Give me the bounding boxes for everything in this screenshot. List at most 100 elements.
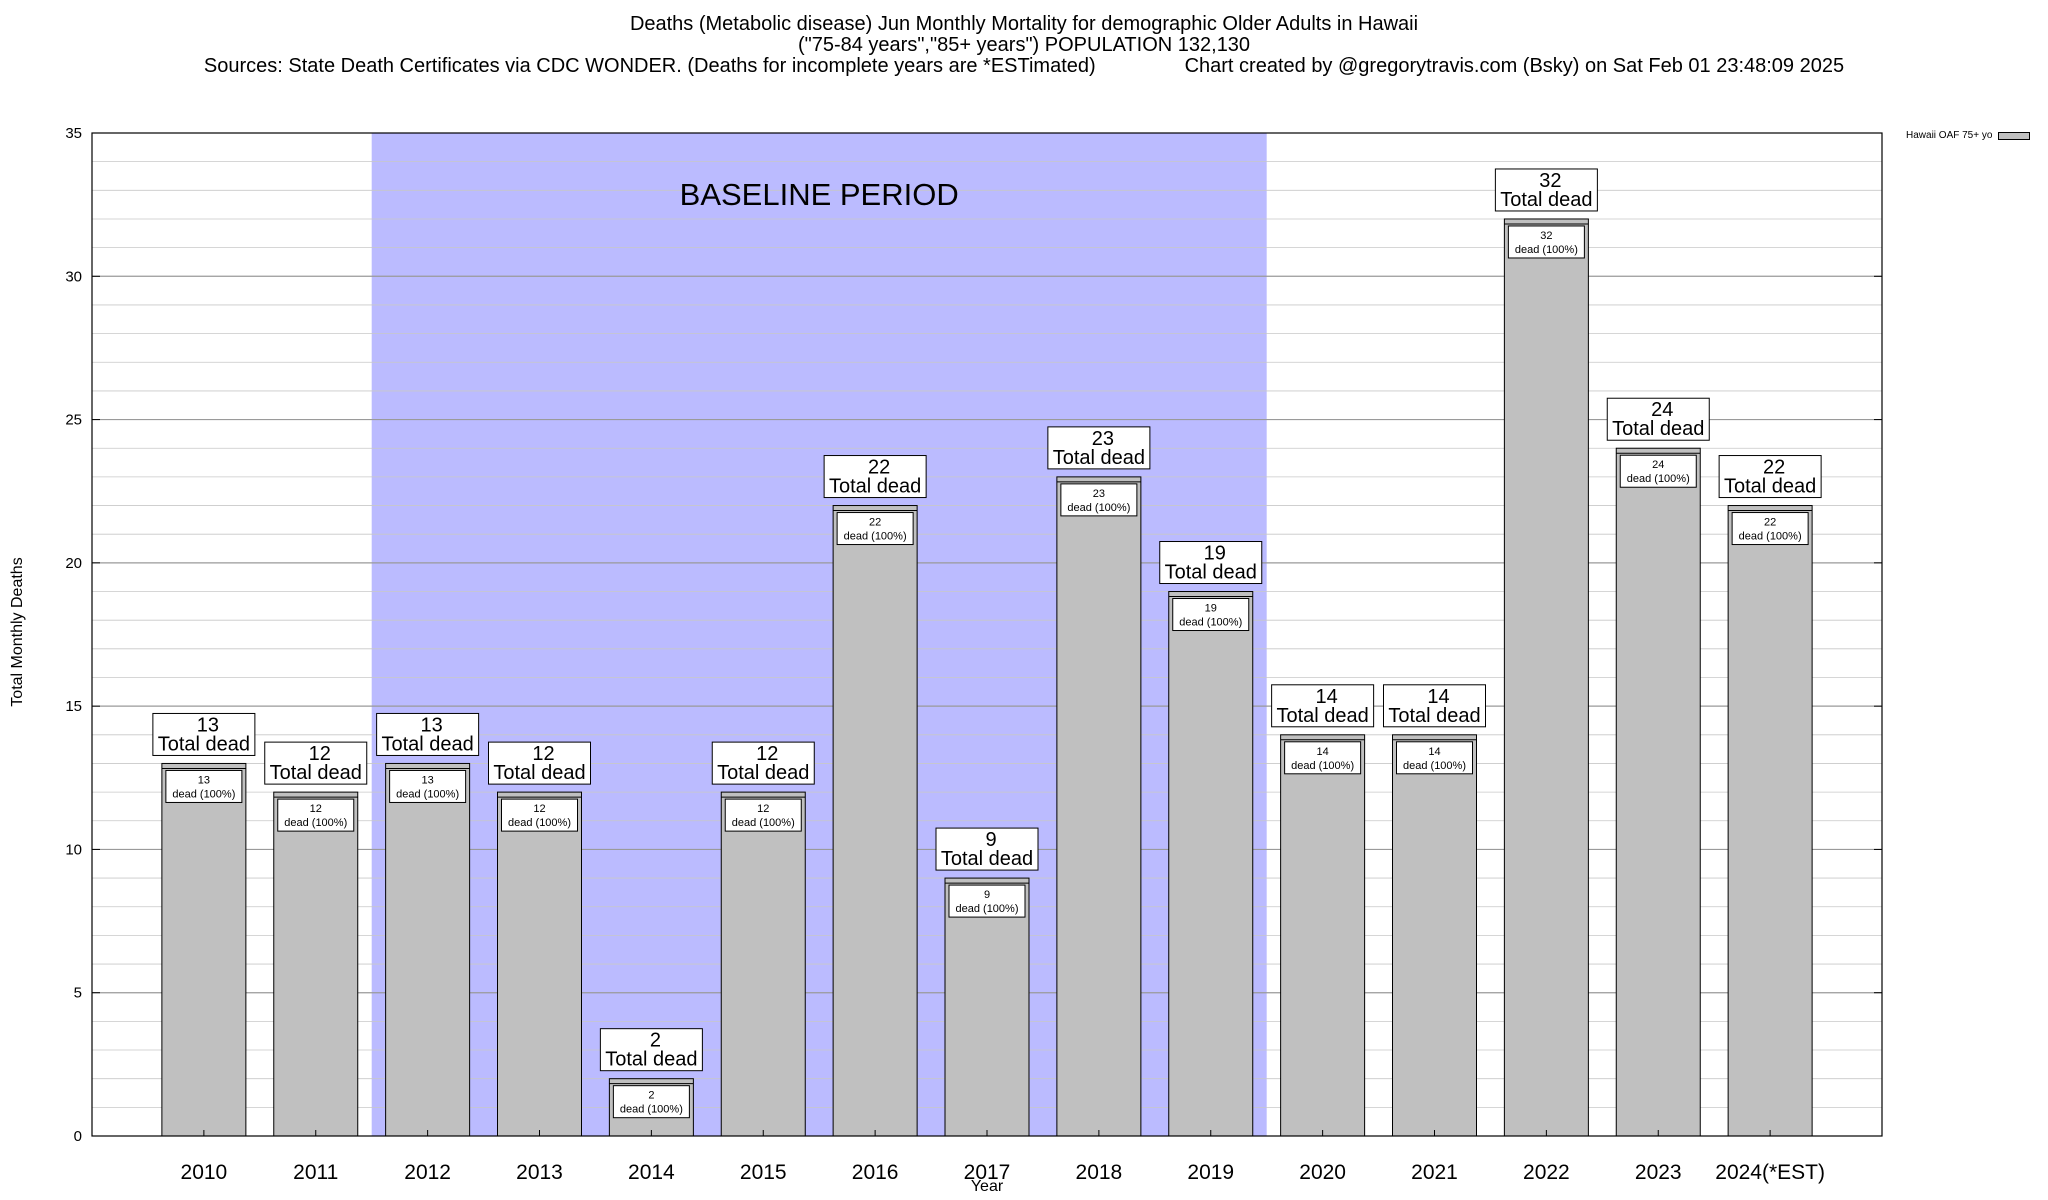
x-tick-label: 2024(*EST) — [1715, 1161, 1825, 1184]
inner-label-text: dead (100%) — [1403, 760, 1466, 772]
inner-label-box — [612, 1085, 690, 1119]
x-tick-label: 2022 — [1523, 1161, 1570, 1184]
bar-2016 — [832, 505, 918, 1137]
y-tick-label: 35 — [65, 125, 82, 142]
total-label-value: 24 — [1651, 399, 1673, 421]
total-label-text: Total dead — [941, 848, 1033, 870]
total-label-text: Total dead — [1612, 418, 1704, 440]
bar-2021 — [1392, 734, 1477, 1137]
total-label-text: Total dead — [381, 733, 473, 755]
bar-2015 — [720, 791, 806, 1137]
total-label-value: 22 — [868, 457, 890, 479]
inner-label-text: dead (100%) — [956, 903, 1019, 915]
bar-2010 — [161, 762, 247, 1137]
bar-2019 — [1168, 591, 1254, 1137]
inner-label-text: dead (100%) — [1739, 531, 1802, 543]
inner-label-text: dead (100%) — [1179, 617, 1242, 629]
bar-2012 — [385, 762, 471, 1137]
inner-label-box — [277, 798, 355, 832]
inner-label-text: dead (100%) — [1291, 760, 1354, 772]
legend-label: Hawaii OAF 75+ yo — [1906, 130, 1993, 141]
inner-label-box — [1396, 741, 1473, 775]
inner-label-value: 14 — [1317, 746, 1329, 758]
y-tick-label: 10 — [65, 841, 82, 858]
total-label-value: 19 — [1204, 543, 1226, 565]
total-label-value: 13 — [421, 714, 443, 736]
inner-label-box — [389, 769, 467, 803]
x-tick-label: 2011 — [293, 1161, 338, 1184]
total-label-text: Total dead — [158, 733, 250, 755]
bar-2013 — [497, 791, 582, 1137]
baseline-label: BASELINE PERIOD — [680, 177, 959, 212]
y-tick-label: 20 — [65, 555, 82, 572]
bar-2018 — [1056, 476, 1142, 1137]
inner-label-text: dead (100%) — [172, 788, 235, 800]
total-label-box — [376, 712, 480, 756]
inner-label-value: 13 — [422, 774, 434, 786]
x-tick-label: 2012 — [404, 1161, 451, 1184]
inner-label-value: 22 — [869, 517, 881, 529]
total-label-text: Total dead — [1165, 562, 1257, 584]
inner-label-box — [1507, 225, 1585, 259]
inner-label-text: dead (100%) — [732, 817, 795, 829]
total-label-box — [823, 455, 927, 499]
total-label-box — [1494, 168, 1598, 212]
total-label-text: Total dead — [270, 762, 362, 784]
inner-label-value: 13 — [198, 774, 210, 786]
total-label-value: 32 — [1539, 170, 1561, 192]
x-tick-label: 2017 — [964, 1161, 1011, 1184]
inner-label-text: dead (100%) — [844, 531, 907, 543]
bar-2022 — [1503, 218, 1589, 1137]
total-label-box — [935, 827, 1039, 871]
x-tick-label: 2023 — [1635, 1161, 1682, 1184]
inner-label-box — [836, 512, 914, 546]
plot-frame — [91, 132, 1883, 1137]
total-label-value: 13 — [197, 714, 219, 736]
inner-label-box — [1172, 598, 1250, 632]
chart-title-line-1: Deaths (Metabolic disease) Jun Monthly M… — [629, 13, 1419, 35]
inner-label-value: 32 — [1540, 230, 1552, 242]
total-label-box — [1383, 684, 1486, 728]
bar-2020 — [1280, 734, 1366, 1137]
total-label-box — [152, 712, 256, 756]
x-axis-label: Year — [970, 1178, 1004, 1195]
inner-label-value: 9 — [984, 889, 990, 901]
total-label-box — [488, 741, 591, 785]
total-label-box — [1047, 426, 1151, 470]
inner-label-text: dead (100%) — [284, 817, 347, 829]
total-label-text: Total dead — [1388, 705, 1480, 727]
total-label-value: 14 — [1427, 686, 1449, 708]
x-tick-label: 2013 — [516, 1161, 563, 1184]
total-label-text: Total dead — [1053, 447, 1145, 469]
total-label-value: 14 — [1316, 686, 1338, 708]
total-label-text: Total dead — [605, 1049, 697, 1071]
bar-2017 — [944, 877, 1030, 1137]
total-label-text: Total dead — [717, 762, 809, 784]
total-label-value: 12 — [756, 743, 778, 765]
bar-2023 — [1615, 447, 1701, 1137]
inner-label-value: 12 — [757, 803, 769, 815]
total-label-box — [264, 741, 368, 785]
x-tick-label: 2015 — [740, 1161, 787, 1184]
chart-title-line-3: Sources: State Death Certificates via CD… — [203, 55, 1845, 77]
inner-label-value: 24 — [1652, 459, 1664, 471]
y-tick-label: 25 — [65, 412, 82, 429]
inner-label-box — [948, 884, 1026, 918]
inner-label-text: dead (100%) — [1067, 502, 1130, 514]
x-tick-label: 2010 — [181, 1161, 228, 1184]
inner-label-text: dead (100%) — [508, 817, 571, 829]
inner-label-text: dead (100%) — [620, 1104, 683, 1116]
total-label-box — [1606, 397, 1710, 441]
inner-label-box — [1731, 512, 1809, 546]
inner-label-text: dead (100%) — [1515, 244, 1578, 256]
total-label-text: Total dead — [1500, 189, 1592, 211]
chart-legend: Hawaii OAF 75+ yo — [1906, 130, 2031, 141]
inner-label-value: 14 — [1428, 746, 1440, 758]
total-label-box — [711, 741, 815, 785]
x-tick-label: 2014 — [628, 1161, 675, 1184]
total-label-text: Total dead — [1276, 705, 1368, 727]
y-tick-label: 5 — [74, 985, 82, 1002]
x-tick-label: 2021 — [1411, 1161, 1458, 1184]
y-tick-label: 0 — [74, 1128, 82, 1145]
